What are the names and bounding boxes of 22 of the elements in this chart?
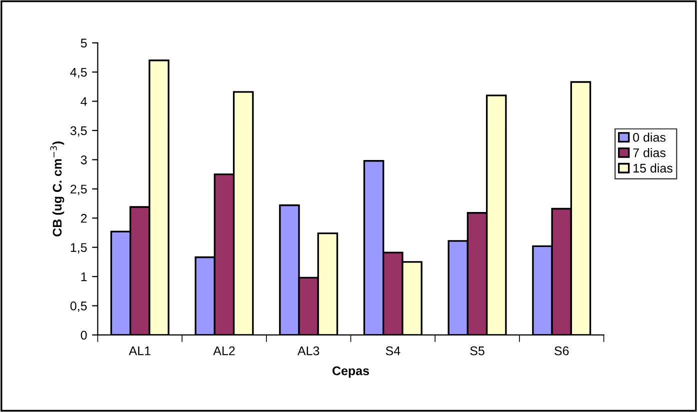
legend-label: 0 dias (633, 132, 666, 142)
y-tick-label: 3,5 (70, 126, 87, 137)
y-tick-label: 0 (80, 330, 87, 340)
y-tick-label: 3 (80, 155, 87, 164)
x-axis-title: Cepas (332, 366, 369, 378)
legend-label: 7 dias (633, 148, 666, 158)
x-tick-label: S6 (554, 346, 569, 356)
y-tick-label: 2 (80, 214, 87, 223)
y-tick-label: 4 (80, 97, 87, 106)
x-tick-label: AL1 (128, 346, 150, 356)
y-tick-label: 4,5 (70, 68, 87, 78)
y-tick-label: 1,5 (70, 243, 87, 254)
y-tick-label: 2,5 (70, 184, 87, 196)
x-tick-label: S5 (470, 346, 484, 356)
legend-label: 15 dias (634, 163, 672, 173)
y-tick-label: 1 (81, 272, 87, 282)
y-tick-label: 0,5 (70, 302, 87, 312)
x-tick-label: S4 (386, 346, 400, 356)
y-axis-title: CB (ug C. cm$^{−3}$) (50, 142, 64, 236)
y-tick-label: 5 (80, 38, 87, 48)
x-tick-label: AL3 (297, 346, 320, 356)
x-tick-label: AL2 (213, 346, 235, 356)
